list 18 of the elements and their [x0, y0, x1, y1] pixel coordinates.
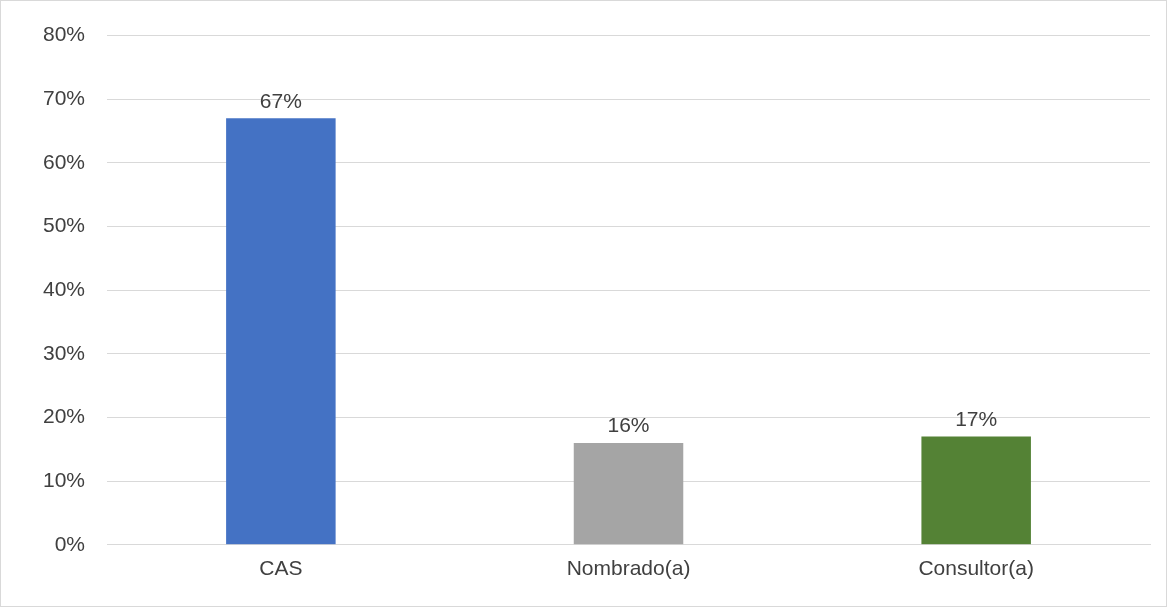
data-label: 16%: [607, 413, 650, 437]
x-tick-label: Nombrado(a): [566, 556, 691, 580]
data-label: 67%: [259, 88, 302, 112]
x-tick-label: Consultor(a): [918, 556, 1034, 580]
y-tick-label: 50%: [43, 213, 86, 237]
y-tick-label: 20%: [43, 404, 86, 428]
data-label: 17%: [955, 406, 998, 430]
bar: [573, 442, 684, 545]
y-tick-label: 60%: [43, 149, 86, 173]
y-tick-label: 40%: [43, 277, 86, 300]
y-tick-label: 80%: [43, 22, 86, 46]
y-tick-label: 10%: [43, 467, 86, 491]
y-tick-label: 70%: [43, 86, 86, 110]
y-tick-label: 30%: [43, 340, 86, 364]
y-tick-label: 0%: [54, 531, 86, 555]
bar: [226, 118, 336, 545]
bar: [921, 436, 1031, 545]
x-tick-label: CAS: [259, 556, 303, 580]
